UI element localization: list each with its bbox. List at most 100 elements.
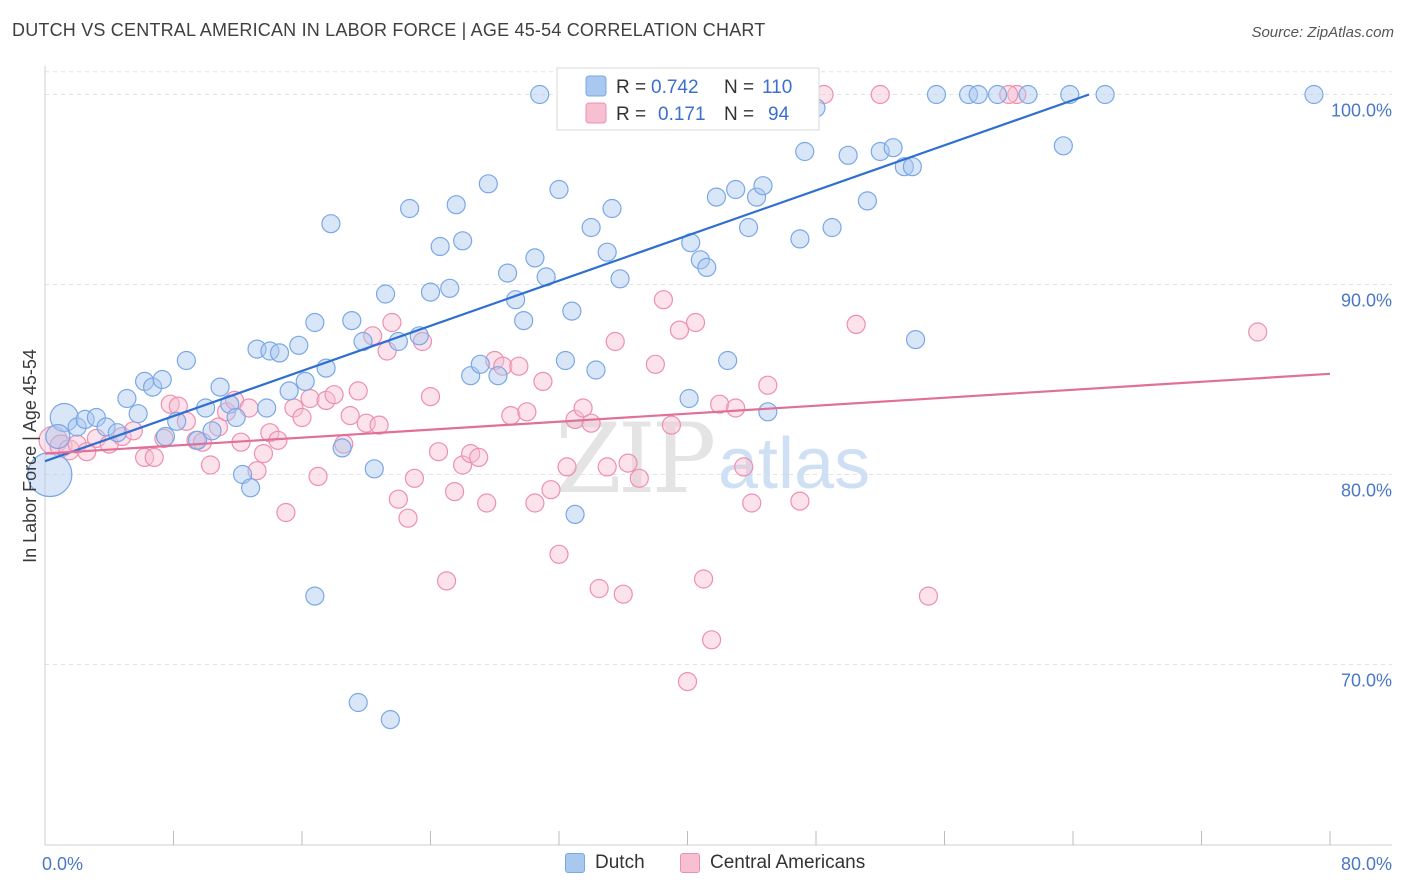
central-americans-point — [501, 406, 521, 426]
trend-lines — [44, 93, 1331, 463]
dutch-point — [968, 84, 988, 105]
dutch-point — [902, 157, 922, 177]
dutch-point — [958, 84, 979, 105]
central-americans-point — [677, 671, 698, 692]
dutch-point — [488, 366, 508, 386]
central-americans-point — [613, 584, 633, 604]
central-americans-point — [428, 442, 449, 462]
central-americans-point — [758, 375, 778, 395]
dutch-point — [375, 284, 396, 304]
central-americans-point — [260, 423, 280, 443]
dutch-point — [305, 586, 325, 606]
central-americans-point — [846, 314, 866, 334]
dutch-point — [838, 145, 858, 165]
dutch-point — [565, 504, 585, 525]
dutch-point — [364, 459, 384, 479]
dutch-point — [305, 312, 325, 333]
y-tick-labels: 100.0% 90.0% 80.0% 70.0% — [1331, 101, 1392, 691]
legend-ca-r: 0.171 — [658, 104, 706, 125]
dutch-point — [143, 377, 163, 397]
dutch-point — [1304, 84, 1324, 105]
central-americans-point — [742, 493, 762, 513]
central-americans-swatch — [680, 853, 700, 873]
legend-item-central-americans[interactable]: Central Americans — [680, 852, 865, 874]
central-americans-point — [1007, 84, 1027, 105]
dutch-point — [420, 282, 441, 302]
dutch-point — [176, 350, 196, 371]
central-americans-point — [388, 489, 408, 509]
dutch-point — [440, 278, 460, 298]
dutch-point — [883, 138, 903, 158]
central-americans-point — [629, 468, 649, 488]
central-americans-point — [253, 444, 274, 464]
dutch-point — [586, 360, 606, 380]
central-americans-point — [348, 381, 368, 401]
legend-item-dutch[interactable]: Dutch — [565, 852, 645, 874]
central-americans-point — [436, 571, 457, 591]
dutch-point — [446, 195, 466, 215]
stats-legend: R = 0.742 N = 110 R = 0.171 N = 94 — [556, 67, 820, 131]
x-tick-label-right: 80.0% — [1341, 854, 1392, 874]
central-americans-point — [734, 457, 754, 477]
central-americans-point — [693, 569, 714, 589]
central-americans-point — [200, 455, 221, 475]
dutch-point — [758, 402, 778, 422]
dutch-swatch — [565, 853, 585, 873]
central-americans-point — [412, 331, 433, 352]
dutch-point — [1053, 136, 1073, 156]
central-americans-point — [477, 493, 497, 513]
dutch-point — [746, 187, 767, 207]
dutch-point — [430, 236, 450, 257]
dutch-point — [289, 335, 309, 355]
dutch-point — [210, 377, 230, 397]
dutch-point — [926, 84, 947, 105]
central-americans-point — [533, 371, 553, 391]
dutch-point — [679, 388, 699, 409]
legend-ca-r-label: R = — [616, 104, 646, 125]
central-americans-point — [581, 413, 601, 433]
dutch-point — [388, 331, 408, 352]
y-tick-label-70: 70.0% — [1341, 671, 1392, 691]
legend-ca-swatch — [585, 102, 607, 124]
central-americans-point — [144, 447, 164, 467]
dutch-point — [279, 381, 299, 401]
central-americans-point — [369, 415, 389, 435]
legend-label-central-americans: Central Americans — [710, 852, 866, 873]
central-americans-point — [276, 502, 296, 523]
legend-label-dutch: Dutch — [595, 852, 645, 873]
legend-ca-n-label: N = — [724, 104, 754, 125]
central-americans-point — [453, 455, 473, 475]
central-americans-point — [541, 480, 561, 500]
dutch-point — [348, 692, 368, 713]
dutch-point — [690, 250, 710, 270]
dutch-point — [380, 709, 400, 730]
central-americans-point — [404, 468, 425, 488]
central-americans-point — [589, 578, 609, 599]
dutch-point — [342, 311, 362, 331]
central-americans-point — [444, 482, 465, 502]
central-americans-point — [653, 290, 674, 310]
dutch-point — [857, 191, 878, 211]
dutch-point — [155, 426, 176, 447]
dutch-point — [753, 176, 773, 196]
dutch-point — [597, 242, 617, 262]
watermark-atlas: atlas — [718, 424, 870, 504]
central-americans-point — [685, 312, 706, 333]
central-americans-point — [870, 84, 890, 105]
dutch-point — [226, 407, 246, 428]
dutch-point — [987, 84, 1008, 105]
central-americans-point — [597, 457, 617, 477]
central-americans-point — [669, 320, 690, 340]
central-americans-point — [573, 398, 593, 418]
dutch-point — [870, 141, 890, 162]
legend-dutch-n: 110 — [762, 77, 792, 98]
central-americans-point — [300, 388, 320, 409]
dutch-point — [96, 417, 116, 437]
central-americans-point — [710, 394, 730, 414]
central-americans-point — [469, 447, 489, 467]
central-americans-point — [493, 356, 513, 376]
dutch-point — [795, 141, 815, 162]
dutch-point — [514, 311, 534, 331]
dutch-point — [706, 187, 727, 207]
dutch-point — [152, 369, 172, 390]
